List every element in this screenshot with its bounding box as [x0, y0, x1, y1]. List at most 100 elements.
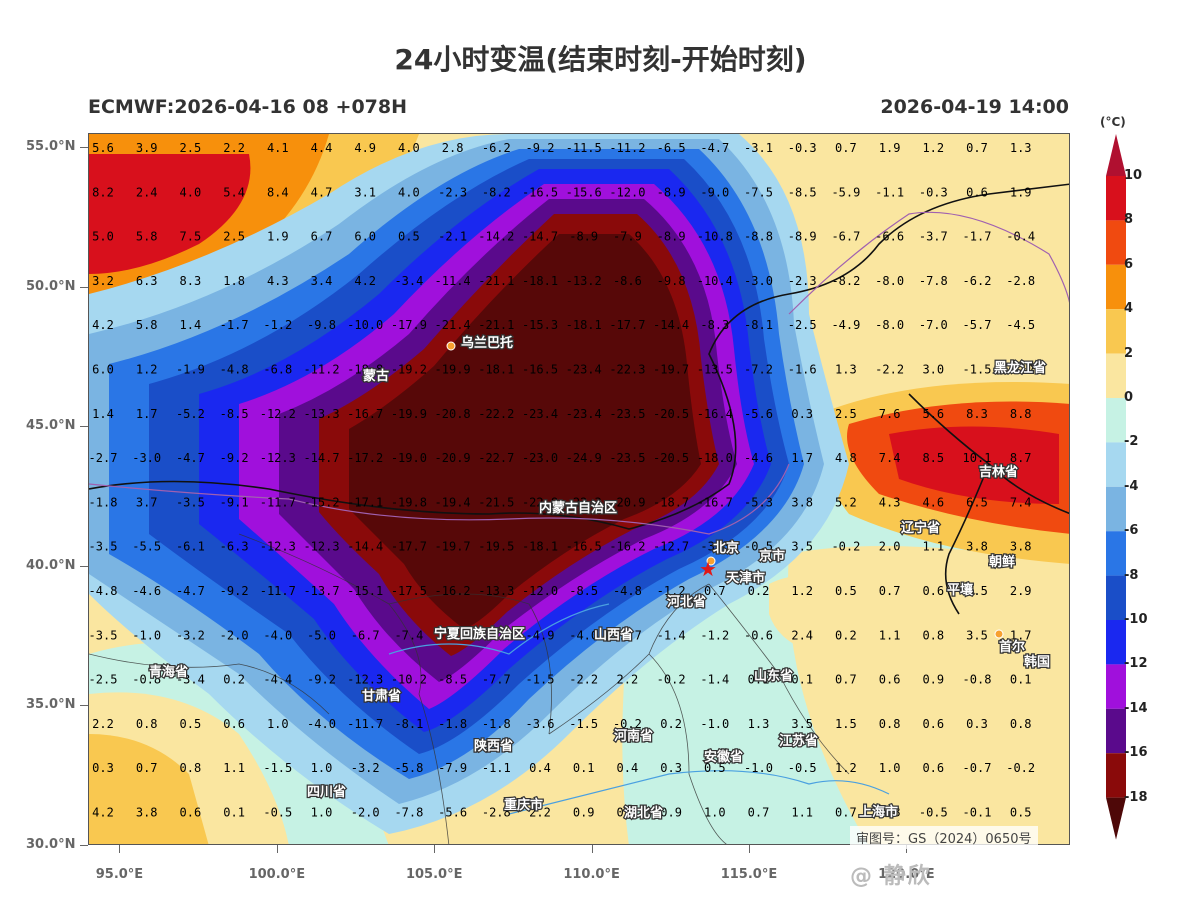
grid-value: -2.1 [438, 230, 467, 244]
grid-value: -0.4 [1006, 230, 1035, 244]
grid-value: -5.6 [438, 806, 467, 820]
grid-value: 0.6 [180, 806, 202, 820]
place-label: 内蒙古自治区 [539, 500, 617, 516]
grid-value: -14.4 [653, 318, 689, 332]
grid-value: -13.5 [697, 363, 733, 377]
grid-value: 5.4 [223, 185, 245, 199]
grid-value: -17.2 [347, 451, 383, 465]
grid-value: -11.5 [566, 141, 602, 155]
grid-value: -15.1 [347, 584, 383, 598]
grid-value: -11.7 [347, 717, 383, 731]
place-label: 陕西省 [474, 738, 513, 754]
grid-value: -22.8 [522, 495, 558, 509]
grid-value: -19.9 [435, 363, 471, 377]
grid-value: 1.1 [879, 628, 901, 642]
grid-value: 0.9 [660, 806, 682, 820]
grid-value: 0.6 [966, 185, 988, 199]
grid-value: -3.6 [700, 540, 729, 554]
place-label: 宁夏回族自治区 [434, 626, 525, 642]
grid-value: -0.2 [613, 717, 642, 731]
grid-value: 1.1 [223, 761, 245, 775]
grid-value: -12.7 [653, 540, 689, 554]
grid-value: -5.8 [394, 761, 423, 775]
grid-value: -6.2 [482, 141, 511, 155]
longitude-tick [906, 845, 908, 853]
grid-value: -6.1 [176, 540, 205, 554]
colorbar-label: 4 [1124, 301, 1134, 317]
grid-value: -15.2 [303, 495, 339, 509]
grid-value: 2.5 [835, 407, 857, 421]
grid-value: -0.8 [963, 673, 992, 687]
longitude-tick [119, 845, 121, 853]
grid-value: 0.7 [748, 806, 770, 820]
grid-value: -6.7 [831, 230, 860, 244]
grid-value: -4.9 [526, 628, 555, 642]
grid-value: -6.6 [875, 230, 904, 244]
latitude-tick [80, 286, 88, 288]
grid-value: -0.2 [657, 673, 686, 687]
grid-value: 0.5 [835, 584, 857, 598]
grid-value: 5.2 [835, 495, 857, 509]
grid-value: -4.4 [263, 673, 292, 687]
latitude-tick [80, 146, 88, 148]
grid-value: 0.8 [922, 628, 944, 642]
grid-value: -10.8 [697, 230, 733, 244]
colorbar-segment [1106, 264, 1126, 310]
grid-value: 1.7 [136, 407, 158, 421]
place-label: 平壤 [947, 582, 974, 598]
grid-value: 0.5 [1010, 806, 1032, 820]
grid-value: -23.5 [609, 451, 645, 465]
grid-value: 3.8 [791, 495, 813, 509]
grid-value: -5.0 [307, 628, 336, 642]
longitude-tick-label: 100.0°E [248, 867, 306, 882]
grid-value: -21.1 [478, 274, 514, 288]
grid-value: 4.3 [879, 495, 901, 509]
grid-value: 0.3 [966, 717, 988, 731]
grid-value: -12.3 [347, 673, 383, 687]
map-title: 24小时变温(结束时刻-开始时刻) [394, 43, 807, 76]
colorbar-segment [1106, 353, 1126, 398]
grid-value: -3.1 [744, 141, 773, 155]
grid-value: 4.7 [311, 185, 333, 199]
grid-value: 0.7 [704, 584, 726, 598]
valid-time-label: 2026-04-19 14:00 [880, 96, 1069, 118]
grid-value: 5.6 [92, 141, 114, 155]
capital-star-icon: ★ [699, 557, 717, 581]
grid-value: -14.7 [303, 451, 339, 465]
latitude-tick-label: 40.0°N [26, 557, 76, 573]
grid-value: 0.2 [660, 717, 682, 731]
grid-value: -1.0 [132, 628, 161, 642]
value-grid: 5.6 3.9 2.5 2.2 4.1 4.4 4.9 4.0 2.8 -6.2 -9.2 -11.5… [89, 141, 1035, 820]
grid-value: -9.2 [307, 673, 336, 687]
grid-value: -22.3 [566, 495, 602, 509]
grid-value: -1.1 [875, 185, 904, 199]
grid-value: 1.2 [922, 141, 944, 155]
grid-value: -8.3 [700, 318, 729, 332]
colorbar [1106, 134, 1126, 840]
grid-value: -9.2 [220, 451, 249, 465]
place-label: 四川省 [307, 784, 346, 800]
grid-value: -9.8 [307, 318, 336, 332]
grid-value: -7.4 [394, 628, 423, 642]
temp-region-e-6-8 [889, 426, 1059, 504]
grid-value: -12.2 [260, 407, 296, 421]
grid-value: -12.3 [260, 540, 296, 554]
grid-value: -11.2 [303, 363, 339, 377]
grid-value: -4.0 [263, 628, 292, 642]
grid-value: 0.9 [922, 673, 944, 687]
colorbar-segment [1106, 575, 1126, 620]
longitude-tick [434, 845, 436, 853]
colorbar-segment [1106, 220, 1126, 265]
grid-value: -13.2 [566, 274, 602, 288]
grid-value: -2.8 [482, 806, 511, 820]
grid-value: -5.3 [744, 495, 773, 509]
place-label: 吉林省 [979, 464, 1018, 480]
colorbar-label: 0 [1124, 390, 1134, 405]
colorbar-label: -8 [1124, 567, 1139, 583]
grid-value: 1.9 [879, 141, 901, 155]
grid-value: -22.3 [609, 363, 645, 377]
grid-value: -1.4 [657, 628, 686, 642]
latitude-tick [80, 705, 88, 707]
grid-value: -8.6 [613, 274, 642, 288]
grid-value: -8.9 [657, 185, 686, 199]
